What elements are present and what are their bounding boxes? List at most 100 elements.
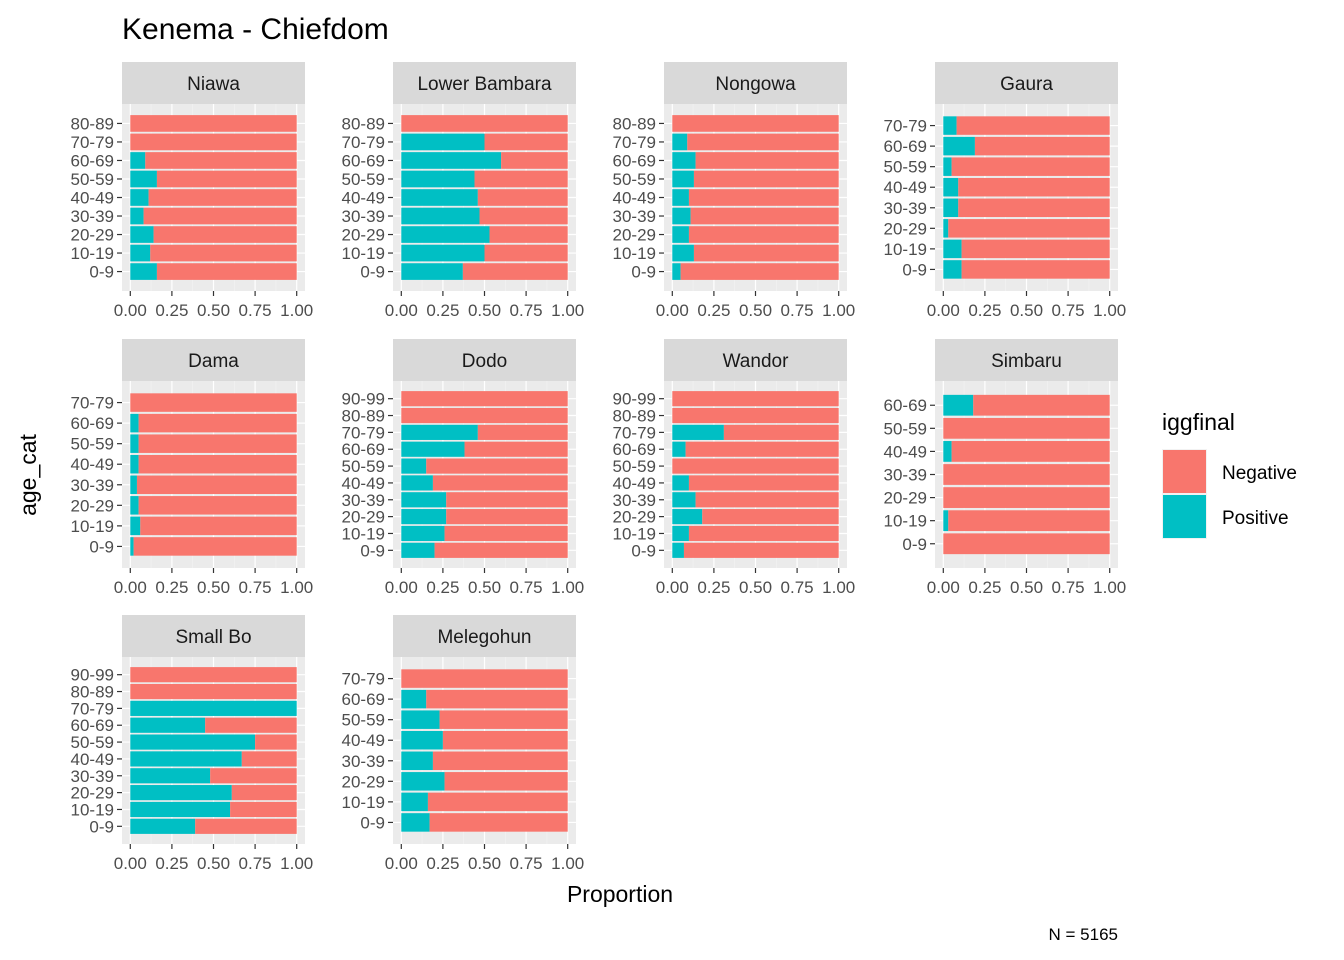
x-tick-label: 0.25 — [155, 854, 188, 873]
y-tick-label: 40-49 — [613, 189, 656, 208]
bar-positive-60-69 — [401, 441, 465, 457]
bar-positive-40-49 — [401, 475, 433, 491]
bar-positive-30-39 — [130, 768, 211, 784]
bar-positive-20-29 — [130, 496, 139, 515]
y-tick-label: 40-49 — [613, 474, 656, 493]
facet-nongowa: Nongowa 0-910-1920-2930-3940-4950-5960-69… — [613, 62, 855, 320]
facet-niawa: Niawa 0-910-1920-2930-3940-4950-5960-6970… — [71, 62, 313, 320]
y-tick-label: 10-19 — [884, 512, 927, 531]
bar-negative-40-49 — [688, 475, 839, 491]
bar-negative-20-29 — [444, 772, 568, 791]
y-tick-label: 80-89 — [613, 407, 656, 426]
y-tick-label: 30-39 — [71, 476, 114, 495]
bar-positive-50-59 — [401, 710, 440, 729]
bar-negative-20-29 — [489, 226, 568, 243]
x-tick-label: 0.25 — [968, 578, 1001, 597]
facet-dodo: Dodo 0-910-1920-2930-3940-4950-5960-6970-… — [342, 339, 584, 597]
bar-positive-60-69 — [401, 689, 427, 709]
bar-positive-20-29 — [672, 509, 703, 525]
y-tick-label: 50-59 — [342, 711, 385, 730]
bar-positive-60-69 — [130, 152, 146, 169]
x-tick-label: 0.75 — [1052, 578, 1085, 597]
bar-negative-80-89 — [130, 683, 297, 700]
y-tick-label: 0-9 — [89, 263, 114, 282]
bar-positive-40-49 — [672, 189, 689, 206]
bar-positive-30-39 — [401, 207, 480, 225]
bar-negative-60-69 — [426, 689, 568, 709]
y-tick-label: 40-49 — [71, 455, 114, 474]
bar-negative-40-49 — [138, 454, 297, 474]
bar-negative-10-19 — [961, 239, 1110, 259]
bar-negative-0-9 — [133, 537, 297, 556]
x-tick-label: 0.00 — [114, 301, 147, 320]
y-tick-label: 60-69 — [71, 414, 114, 433]
bar-negative-10-19 — [688, 525, 839, 542]
x-tick-label: 0.00 — [114, 854, 147, 873]
y-tick-label: 0-9 — [89, 817, 114, 836]
facet-panels: Niawa0-910-1920-2930-3940-4950-5960-6970… — [71, 62, 1126, 873]
bar-positive-20-29 — [130, 226, 154, 243]
y-tick-label: 0-9 — [631, 541, 656, 560]
bar-positive-0-9 — [672, 542, 684, 558]
facet-strip — [122, 62, 305, 104]
facet-strip-label: Nongowa — [715, 74, 796, 95]
bar-positive-50-59 — [401, 170, 475, 188]
x-tick-label: 0.25 — [155, 578, 188, 597]
bar-negative-60-69 — [695, 152, 839, 169]
y-tick-label: 70-79 — [342, 133, 385, 152]
bar-negative-50-59 — [672, 458, 839, 474]
bar-positive-20-29 — [401, 772, 445, 791]
y-tick-label: 30-39 — [71, 767, 114, 786]
bar-negative-70-79 — [484, 133, 568, 151]
x-tick-label: 0.00 — [927, 578, 960, 597]
bar-positive-10-19 — [943, 510, 949, 532]
bar-negative-0-9 — [462, 263, 568, 280]
x-tick-label: 0.50 — [1010, 301, 1043, 320]
y-tick-label: 10-19 — [71, 244, 114, 263]
facet-strip-label: Dodo — [462, 351, 507, 372]
y-tick-label: 20-29 — [71, 226, 114, 245]
bar-negative-70-79 — [477, 424, 568, 440]
bar-positive-30-39 — [672, 207, 691, 225]
bar-positive-60-69 — [672, 441, 686, 457]
y-tick-label: 70-79 — [71, 394, 114, 413]
y-tick-label: 80-89 — [71, 683, 114, 702]
bar-negative-50-59 — [693, 170, 839, 188]
bar-negative-30-39 — [446, 492, 568, 508]
y-tick-label: 90-99 — [71, 666, 114, 685]
x-tick-label: 0.25 — [426, 854, 459, 873]
bar-positive-70-79 — [672, 133, 688, 151]
bar-positive-30-39 — [401, 492, 447, 508]
bar-negative-70-79 — [956, 116, 1110, 135]
y-tick-label: 60-69 — [71, 151, 114, 170]
x-tick-label: 1.00 — [280, 301, 313, 320]
y-tick-label: 30-39 — [613, 491, 656, 510]
bar-positive-60-69 — [130, 413, 139, 433]
legend-swatch-positive — [1163, 495, 1206, 538]
x-tick-label: 0.00 — [385, 301, 418, 320]
facet-strip — [393, 62, 576, 104]
x-tick-label: 0.50 — [468, 301, 501, 320]
bar-positive-40-49 — [130, 189, 149, 206]
bar-negative-40-49 — [442, 730, 568, 750]
bar-negative-90-99 — [672, 391, 839, 407]
bar-negative-20-29 — [231, 785, 297, 801]
bar-positive-70-79 — [401, 133, 485, 151]
bar-positive-60-69 — [943, 394, 974, 416]
y-tick-label: 50-59 — [613, 170, 656, 189]
y-tick-label: 30-39 — [342, 207, 385, 226]
y-tick-label: 30-39 — [884, 199, 927, 218]
y-tick-label: 60-69 — [884, 396, 927, 415]
x-tick-label: 1.00 — [551, 301, 584, 320]
bar-negative-30-39 — [943, 464, 1110, 485]
y-tick-label: 40-49 — [342, 189, 385, 208]
bar-negative-30-39 — [690, 207, 839, 225]
x-tick-label: 0.00 — [656, 301, 689, 320]
bar-positive-50-59 — [401, 458, 427, 474]
bar-negative-80-89 — [401, 407, 568, 424]
y-tick-label: 30-39 — [342, 752, 385, 771]
facet-strip-label: Gaura — [1000, 74, 1053, 95]
bar-positive-10-19 — [943, 239, 962, 259]
y-tick-label: 10-19 — [884, 240, 927, 259]
x-tick-label: 0.25 — [155, 301, 188, 320]
